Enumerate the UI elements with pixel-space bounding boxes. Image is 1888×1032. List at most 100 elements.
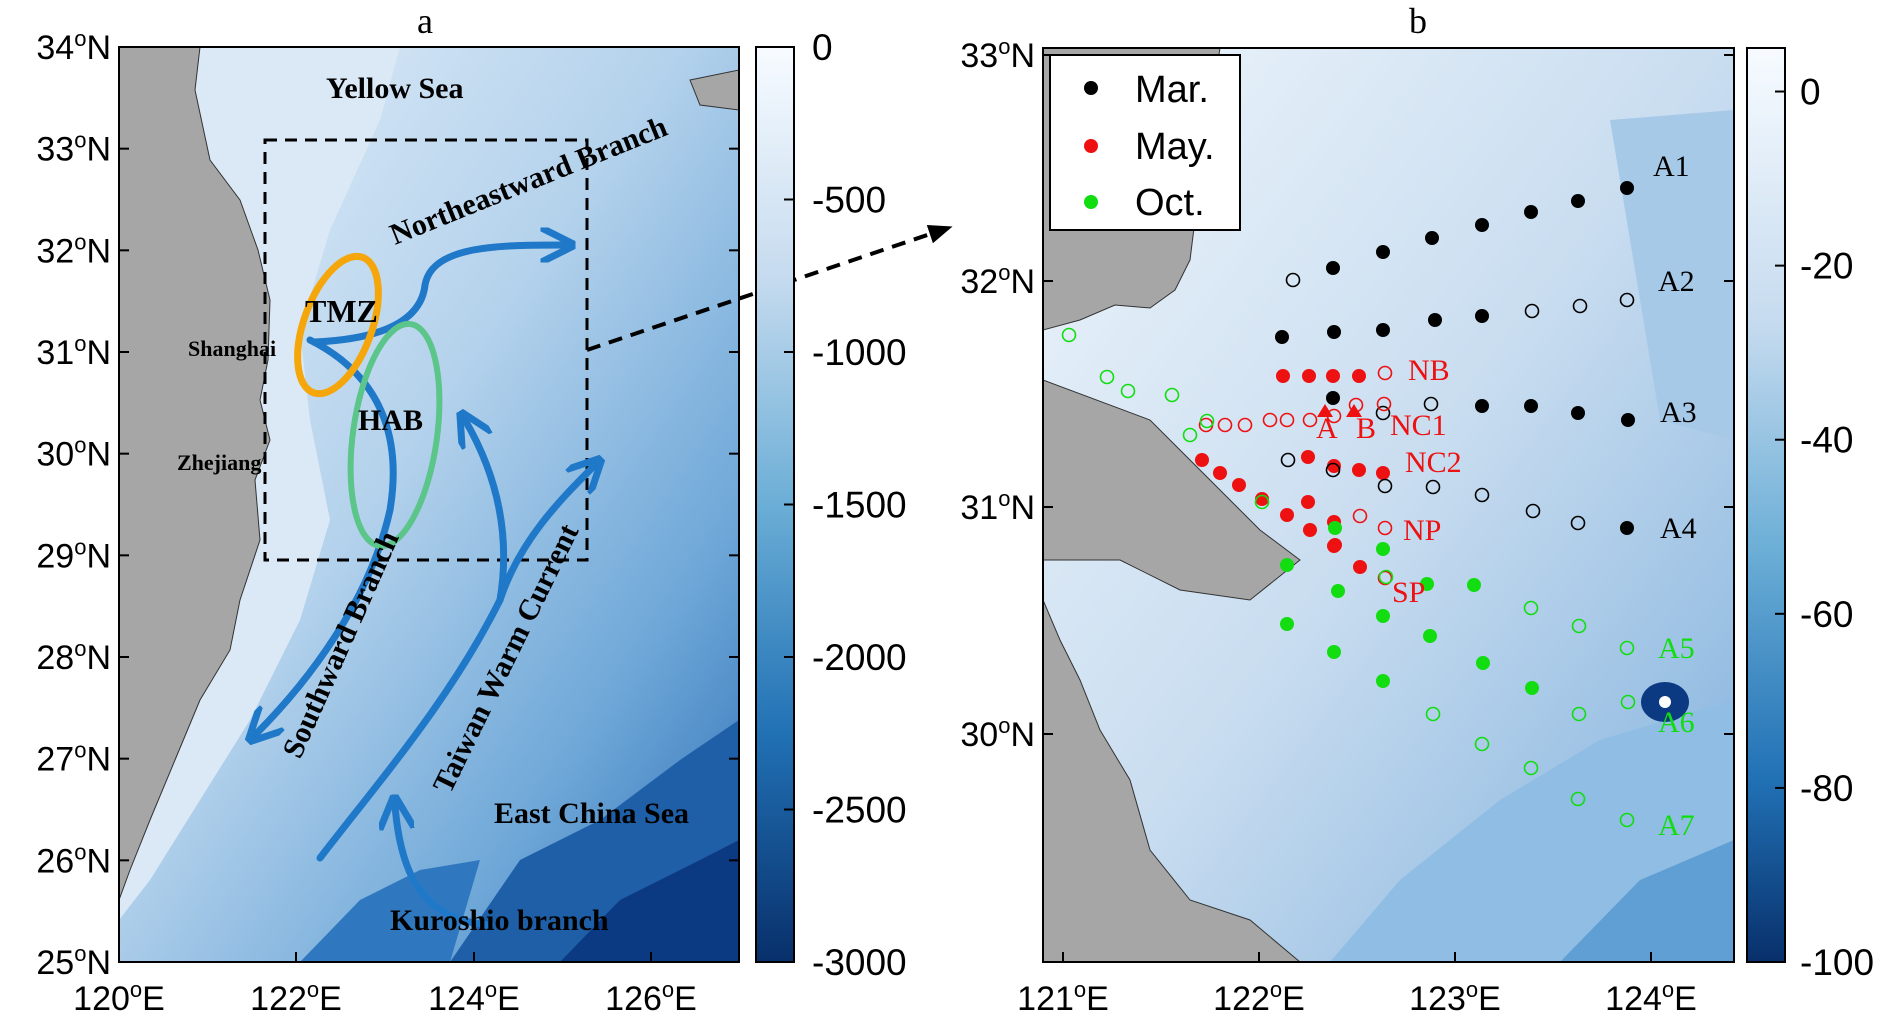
label-np: NP [1403,514,1441,547]
station-open [1474,487,1490,503]
lon-label-a: 120oE [73,977,165,1018]
station-filled [1302,369,1316,383]
cb-a-tick-label: -2000 [812,637,907,678]
lon-label-b: 122oE [1213,977,1305,1018]
zhejiang-label: Zhejiang [177,450,261,475]
station-open [1571,618,1587,634]
station-open [1199,413,1215,429]
cb-b-tick-label: 0 [1800,72,1821,113]
current-arrows [255,245,595,929]
station-open [1217,417,1233,433]
station-filled [1352,463,1366,477]
station-filled [1352,369,1366,383]
station-filled [1524,205,1538,219]
panel-a-map [119,47,739,962]
station-filled [1524,399,1538,413]
lat-label-a: 27oN [36,738,111,779]
lat-label-b: 30oN [960,713,1035,754]
station-filled [1475,309,1489,323]
tmz-label: TMZ [305,293,378,329]
colorbar-b [1746,47,1786,963]
cb-b-tick-label: -20 [1800,246,1853,287]
station-filled [1301,450,1315,464]
label-nb: NB [1408,354,1450,387]
cb-b-tick-label: -40 [1800,420,1853,461]
station-filled [1327,539,1341,553]
taiwan-warm-current-west-arrow [316,420,508,862]
sampling-stations [1061,181,1636,828]
station-filled [1195,453,1209,467]
station-filled [1326,369,1340,383]
hab-label: HAB [358,404,423,437]
lon-label-b: 121oE [1017,977,1109,1018]
station-filled [1232,478,1246,492]
station-filled [1328,521,1342,535]
panel-a-frame [118,46,740,963]
label-b-site: B [1356,412,1376,445]
station-filled [1376,674,1390,688]
station-open [1572,298,1588,314]
lon-label-a: 126oE [605,977,697,1018]
slope-area [300,860,480,962]
deepest-shelf-b [1560,840,1734,962]
label-a4: A4 [1660,512,1697,545]
station-filled [1280,617,1294,631]
station-open [1280,452,1296,468]
lon-label-a: 122oE [250,977,342,1018]
legend-marker-oct [1084,195,1098,209]
station-filled [1571,406,1585,420]
station-open [1619,812,1635,828]
station-open [1302,412,1318,428]
panel-b-map [1043,48,1734,962]
station-open [1523,600,1539,616]
lat-label-a: 31oN [36,331,111,372]
station-filled [1276,369,1290,383]
lat-label-a: 28oN [36,636,111,677]
station-open [1474,736,1490,752]
station-open [1619,640,1635,656]
cb-a-tick-label: -500 [812,180,886,221]
station-filled [1467,578,1481,592]
lat-label-a: 29oN [36,534,111,575]
triangle-b [1346,404,1362,417]
lat-label-b: 32oN [960,260,1035,301]
station-open [1377,365,1393,381]
kuroshio-branch-label: Kuroshio branch [390,904,609,937]
cb-a-tick-label: 0 [812,27,833,68]
station-filled [1213,466,1227,480]
lat-label-b: 33oN [960,34,1035,75]
station-open [1099,369,1115,385]
station-filled [1326,261,1340,275]
deep-hole-center [1659,696,1671,708]
station-filled [1353,560,1367,574]
cb-b-tick-label: -100 [1800,942,1874,983]
station-open [1377,570,1393,586]
cb-a-tick-label: -2500 [812,790,907,831]
station-filled [1255,492,1269,506]
legend-label-oct: Oct. [1135,182,1205,224]
lon-label-a: 124oE [428,977,520,1018]
colorbar-b-ticks: 0 -20 -40 -60 -80 -100 [1775,72,1874,983]
legend: Mar. May. Oct. [1049,54,1241,231]
station-filled [1280,508,1294,522]
station-open [1523,760,1539,776]
station-open [1524,303,1540,319]
station-filled [1376,542,1390,556]
station-filled [1475,399,1489,413]
station-filled [1376,245,1390,259]
station-filled [1376,609,1390,623]
station-filled [1275,330,1289,344]
tmz-ellipse [294,252,382,398]
station-filled [1476,656,1490,670]
station-filled [1428,313,1442,327]
label-sp: SP [1392,576,1425,609]
hab-ellipse [347,320,443,550]
legend-marker-mar [1084,81,1098,95]
station-open [1061,327,1077,343]
station-open [1325,462,1341,478]
label-nc2: NC2 [1405,446,1462,479]
lat-label-a: 30oN [36,433,111,474]
legend-marker-may [1084,139,1098,153]
legend-label-may: May. [1135,126,1215,168]
